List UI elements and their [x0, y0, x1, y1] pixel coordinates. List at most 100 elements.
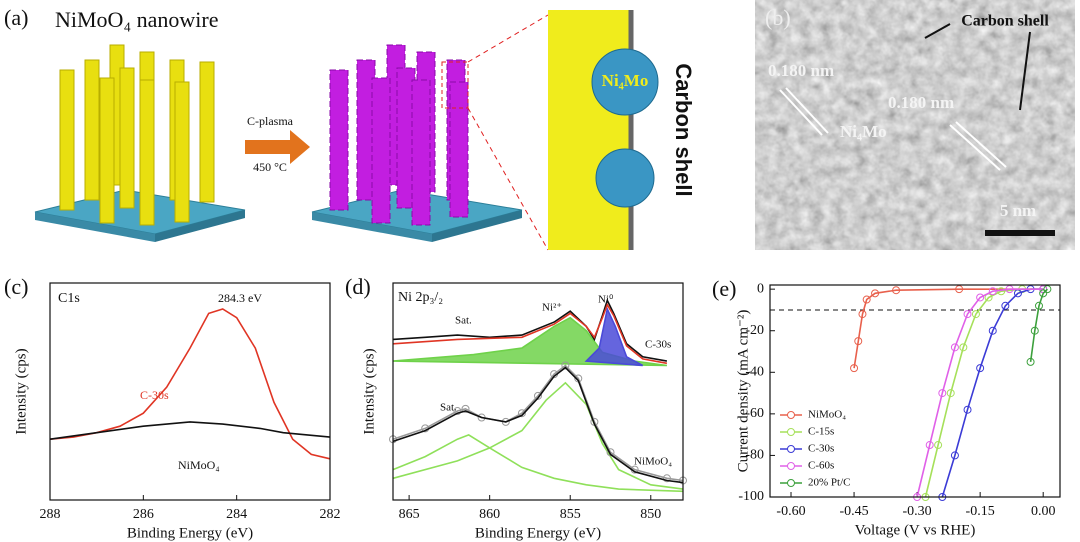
x-axis-title: Voltage (V vs RHE) [855, 522, 976, 538]
point [662, 474, 671, 483]
line [941, 288, 1044, 498]
annotation: Sat. [455, 315, 472, 327]
y-tick-label: -80 [745, 448, 764, 463]
panel-label: (e) [712, 276, 736, 301]
line [1029, 288, 1048, 363]
x-tick-label: 855 [560, 507, 581, 522]
point [1034, 301, 1043, 310]
annotation: C1s [58, 291, 80, 306]
annotation: Ni²⁺ [542, 302, 562, 314]
point [517, 409, 526, 418]
x-tick-label: 865 [399, 507, 420, 522]
point [862, 295, 871, 304]
y-axis-title: Intensity (cps) [13, 348, 29, 434]
schematic-title: NiMoO₄ nanowire [55, 7, 218, 32]
plot-frame [49, 282, 331, 501]
legend-label: C-30s [808, 443, 834, 455]
point [946, 389, 955, 398]
annotation: NiMoO₄ [178, 458, 220, 472]
point [955, 285, 964, 294]
point [988, 287, 997, 296]
point [988, 326, 997, 335]
point [1001, 301, 1010, 310]
arrow-label: C-plasma [247, 114, 294, 128]
point [892, 286, 901, 295]
panel-label: (b) [765, 5, 791, 30]
x-tick-label: 282 [320, 507, 341, 522]
point [1005, 285, 1014, 294]
y-axis-title: Intensity (cps) [361, 348, 377, 434]
annotation: NiMoO₄ [634, 456, 672, 468]
annotation: Ni 2p₃/₂ [398, 290, 443, 305]
line [49, 308, 331, 460]
point [976, 364, 985, 373]
point [963, 405, 972, 414]
line [392, 364, 684, 482]
y-tick-label: -100 [738, 489, 764, 504]
y-tick-label: -60 [745, 406, 764, 421]
x-tick-label: -0.45 [839, 504, 868, 519]
point [606, 448, 615, 457]
point [871, 289, 880, 298]
point [925, 441, 934, 450]
point [854, 337, 863, 346]
point [976, 293, 985, 302]
x-tick-label: 286 [133, 507, 154, 522]
shell-label: Carbon shell [961, 13, 1049, 30]
x-axis-title: Binding Energy (eV) [475, 525, 601, 541]
legend-label: C-15s [808, 426, 834, 438]
arrow-label: 450 °C [253, 160, 287, 174]
legend-marker [787, 445, 795, 453]
line [49, 421, 331, 440]
point [453, 407, 462, 416]
annotation: 284.3 eV [218, 291, 262, 305]
plot-frame [392, 282, 684, 501]
panel-label: (a) [4, 5, 28, 30]
point [934, 441, 943, 450]
particle-label: Ni₄Mo [602, 71, 649, 90]
shell-label: Carbon shell [671, 63, 696, 196]
point [858, 310, 867, 319]
tem-image: (b) Carbon shell 0.180 nm 0.180 nm Ni₄Mo… [755, 0, 1075, 250]
legend-marker [787, 479, 795, 487]
annotations: C1s 284.3 eV C-30s NiMoO₄ Ni 2p₃/₂ Sat. … [58, 290, 672, 472]
y-tick-label: -40 [745, 365, 764, 380]
phase-label: Ni₄Mo [840, 122, 887, 141]
legend-label: 20% Pt/C [808, 477, 850, 489]
point [534, 391, 542, 400]
line [853, 288, 1044, 369]
schematic: (a) NiMoO₄ nanowire C-plasma 450 °C [4, 5, 696, 251]
annotation: Ni⁰ [598, 294, 614, 306]
x-tick-label: 860 [479, 507, 500, 522]
line [392, 302, 668, 365]
lattice-label: 0.180 nm [888, 93, 954, 112]
panel-label: (c) [4, 274, 28, 299]
x-tick-label: 850 [640, 507, 661, 522]
point [950, 343, 959, 352]
point [850, 364, 859, 373]
legend-label: C-60s [808, 460, 834, 472]
line [392, 434, 684, 493]
y-tick-label: -20 [745, 323, 764, 338]
point [938, 389, 947, 398]
legend-marker [787, 428, 795, 436]
lattice-label: 0.180 nm [768, 61, 834, 80]
line [924, 288, 1044, 498]
x-axis-title: Binding Energy (eV) [127, 525, 253, 541]
annotation: C-30s [140, 388, 169, 402]
point [950, 451, 959, 460]
x-tick-label: 0.00 [1031, 504, 1056, 519]
point [561, 361, 570, 370]
scale-label: 5 nm [1000, 201, 1036, 220]
y-axis-title: Current density (mA cm⁻²) [735, 310, 751, 473]
x-tick-label: 284 [226, 507, 247, 522]
point [1026, 357, 1035, 366]
line [392, 381, 684, 490]
point [963, 310, 972, 319]
legend-label: NiMoO₄ [808, 409, 846, 421]
panel-label: (d) [345, 274, 371, 299]
point [1039, 289, 1048, 298]
point [1043, 285, 1052, 294]
